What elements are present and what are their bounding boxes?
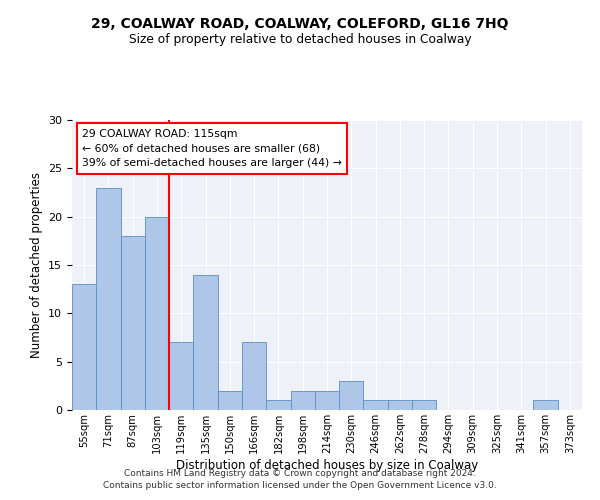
Bar — [315, 390, 339, 410]
Y-axis label: Number of detached properties: Number of detached properties — [29, 172, 43, 358]
Bar — [339, 381, 364, 410]
X-axis label: Distribution of detached houses by size in Coalway: Distribution of detached houses by size … — [176, 458, 478, 471]
Bar — [290, 390, 315, 410]
Text: 29, COALWAY ROAD, COALWAY, COLEFORD, GL16 7HQ: 29, COALWAY ROAD, COALWAY, COLEFORD, GL1… — [91, 18, 509, 32]
Text: Size of property relative to detached houses in Coalway: Size of property relative to detached ho… — [128, 32, 472, 46]
Bar — [169, 342, 193, 410]
Bar — [72, 284, 96, 410]
Bar — [242, 342, 266, 410]
Bar — [533, 400, 558, 410]
Bar — [96, 188, 121, 410]
Bar — [412, 400, 436, 410]
Bar — [364, 400, 388, 410]
Bar — [388, 400, 412, 410]
Bar — [145, 216, 169, 410]
Bar — [193, 274, 218, 410]
Bar — [218, 390, 242, 410]
Bar — [121, 236, 145, 410]
Bar — [266, 400, 290, 410]
Text: Contains HM Land Registry data © Crown copyright and database right 2024.
Contai: Contains HM Land Registry data © Crown c… — [103, 468, 497, 490]
Text: 29 COALWAY ROAD: 115sqm
← 60% of detached houses are smaller (68)
39% of semi-de: 29 COALWAY ROAD: 115sqm ← 60% of detache… — [82, 128, 342, 168]
